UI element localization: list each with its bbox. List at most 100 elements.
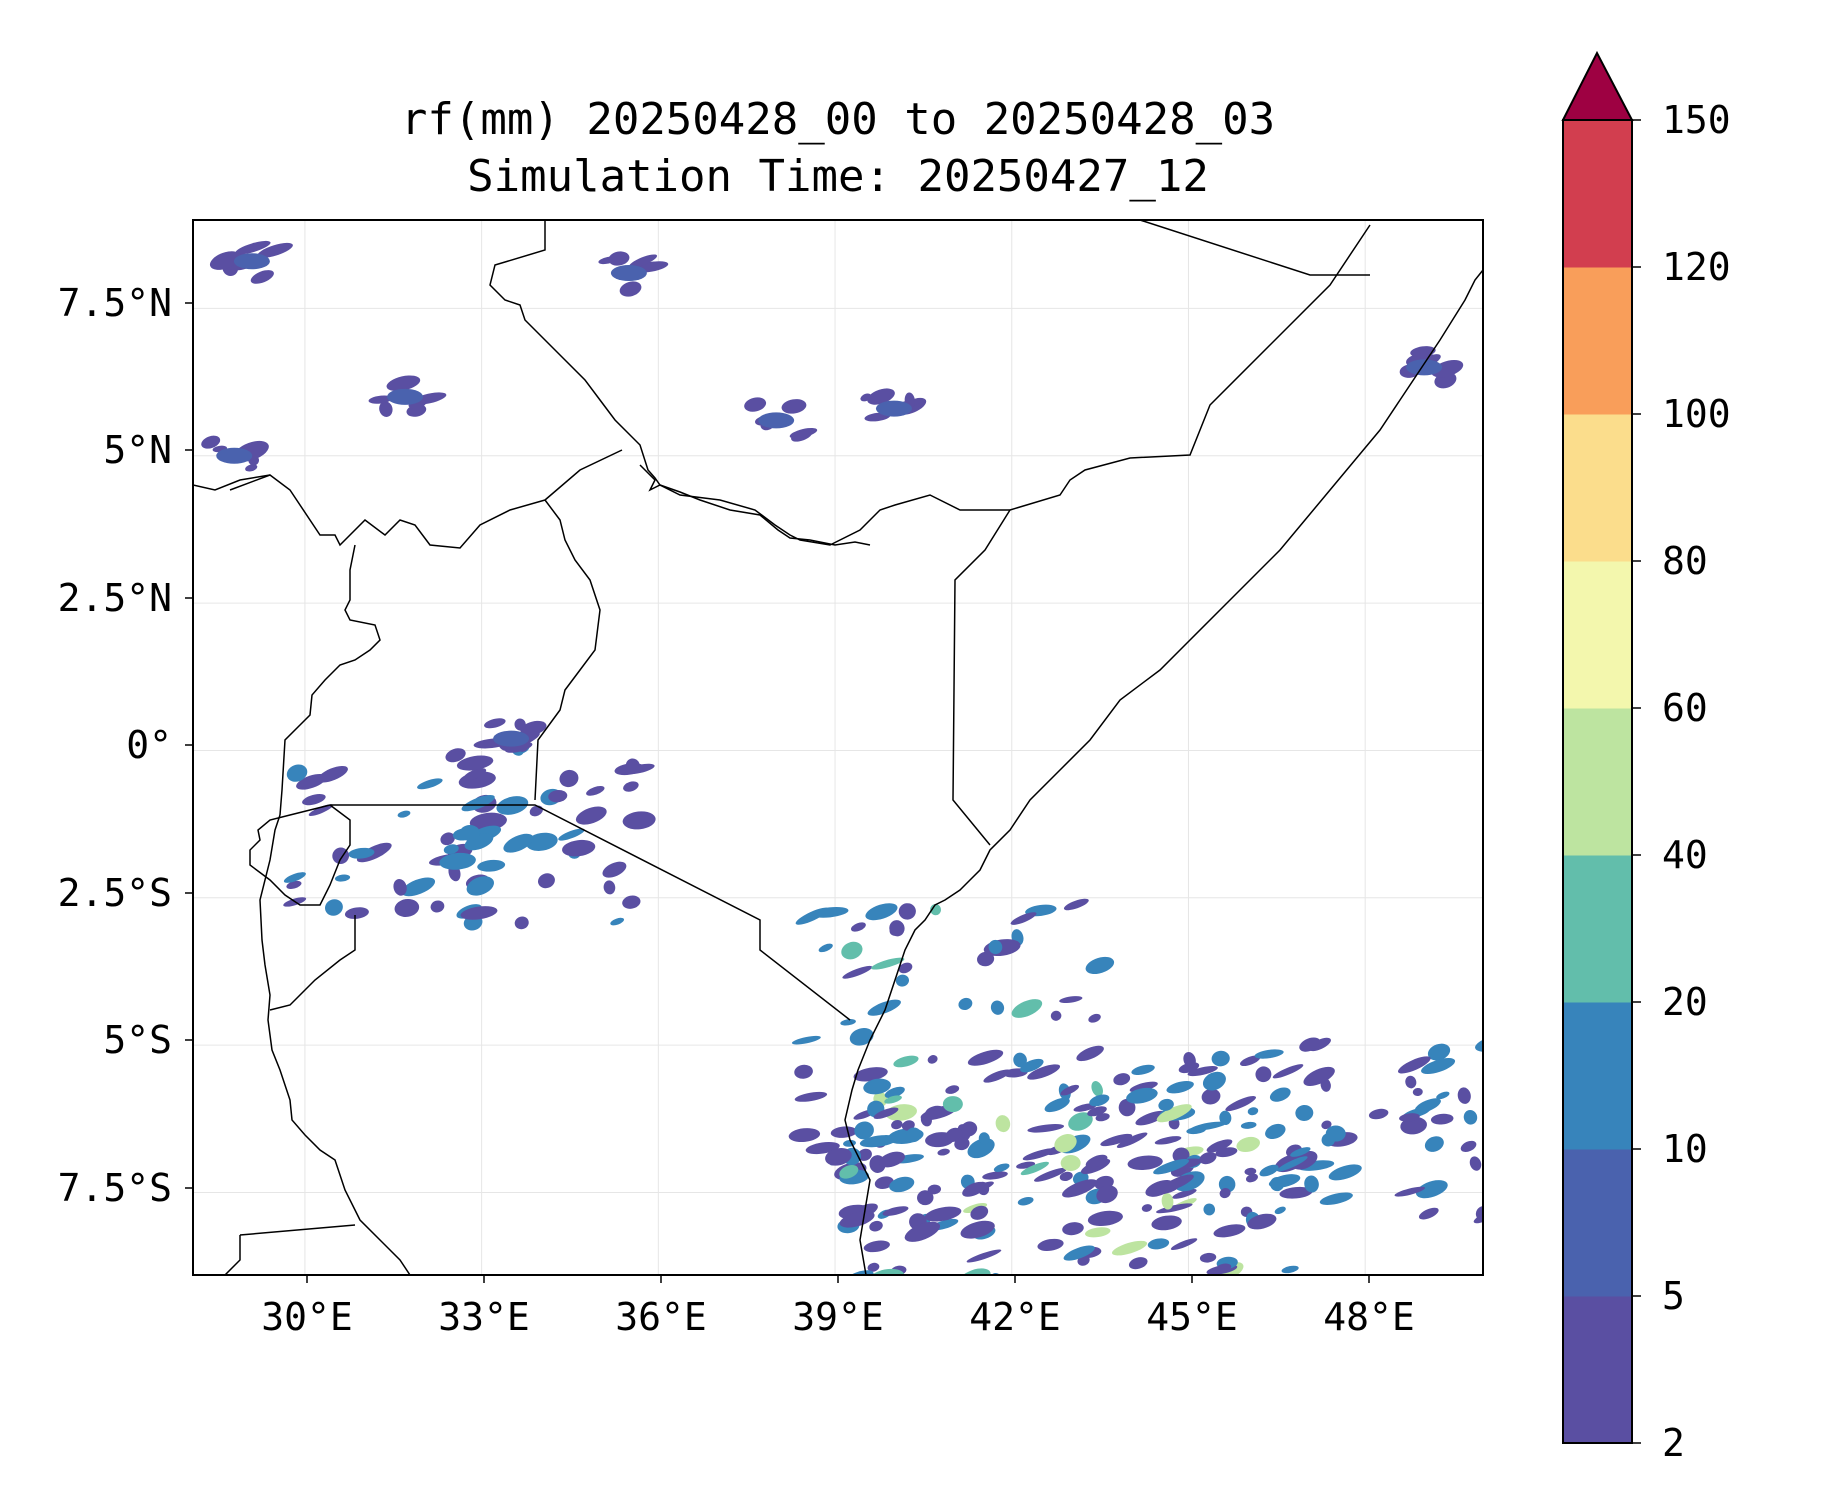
y-tick-label: 2.5°S (58, 871, 172, 915)
rain-cell (257, 242, 293, 258)
rain-cell (622, 811, 656, 830)
rain-cell (1368, 1108, 1389, 1120)
rain-cell (1418, 1207, 1439, 1220)
rain-cell (1135, 1110, 1167, 1126)
rain-cell (865, 903, 898, 921)
rain-peak-cell (610, 265, 647, 282)
rain-cell (1473, 1208, 1483, 1224)
rain-cell (1151, 1215, 1182, 1231)
rain-area (744, 397, 818, 442)
rain-cell (445, 748, 466, 763)
rain-cell (781, 399, 807, 414)
rain-cell (1303, 1066, 1335, 1087)
rain-cell (514, 718, 526, 731)
rain-cell (1113, 1073, 1131, 1086)
rain-area (201, 435, 269, 472)
rain-cell (898, 962, 913, 974)
rain-cell (1187, 1066, 1218, 1077)
rain-cell (608, 251, 630, 266)
rain-cell (983, 1069, 1011, 1083)
rain-cell (586, 785, 605, 796)
rain-cell (401, 877, 436, 897)
rain-cell (1272, 1064, 1304, 1079)
rain-cell (1076, 1045, 1104, 1062)
rain-cell (1469, 1156, 1482, 1171)
rain-cell (417, 778, 443, 790)
rain-cell (1436, 1091, 1450, 1100)
rain-area (1145, 1035, 1483, 1230)
rain-cell (466, 876, 494, 896)
rain-cell (286, 764, 308, 782)
rain-cell (548, 790, 568, 803)
rain-cell (1063, 1245, 1095, 1261)
border-drc-car (193, 474, 271, 491)
rain-cell (456, 755, 494, 771)
rain-cell (1295, 1104, 1314, 1121)
rain-cell (1211, 1050, 1230, 1067)
rain-cell (1128, 1257, 1148, 1270)
rain-cell (949, 1292, 963, 1307)
rain-cell (1269, 1087, 1291, 1102)
rain-cell (1247, 1107, 1259, 1116)
rain-cell (993, 1163, 1010, 1172)
rain-cell (1265, 1123, 1286, 1140)
rain-area (368, 375, 447, 417)
border-tanzania-rwanda (269, 915, 356, 1011)
rain-cell (619, 281, 642, 297)
rain-cell (1460, 1140, 1477, 1152)
border-kenya-ethiopia (639, 464, 871, 546)
rain-cell (873, 1107, 899, 1119)
rain-cell (1034, 1167, 1068, 1182)
rain-cell (1158, 1098, 1174, 1111)
y-tick-label: 2.5°N (58, 576, 172, 620)
rain-cell (1161, 1192, 1174, 1210)
rain-cell (898, 903, 916, 920)
rain-cell (1199, 1252, 1217, 1263)
rain-cell (1059, 996, 1083, 1004)
rain-cell (860, 393, 872, 402)
rain-cell (842, 965, 873, 979)
rain-cell (1073, 1103, 1097, 1112)
rain-cell (1259, 1164, 1279, 1177)
rain-cell (463, 768, 487, 781)
rain-cell (1201, 1088, 1221, 1105)
rain-peak-cell (1406, 359, 1443, 376)
colorbar-band (1563, 120, 1632, 268)
rain-cell (439, 852, 476, 870)
rain-cell (1027, 1064, 1061, 1080)
rain-cell (1219, 1110, 1232, 1125)
rain-cell (927, 1055, 938, 1064)
colorbar-band (1563, 1002, 1632, 1150)
rain-cell (958, 997, 973, 1011)
rain-cell (623, 781, 639, 792)
rain-area (484, 718, 547, 753)
rain-cell (1279, 1186, 1313, 1199)
x-tick-label: 48°E (1323, 1295, 1415, 1339)
rain-cell (379, 401, 393, 417)
rain-cell (830, 1126, 858, 1138)
rain-cell (1127, 1155, 1163, 1171)
rain-area (283, 735, 656, 931)
rain-cell (1463, 1109, 1478, 1125)
rain-cell (927, 1184, 942, 1195)
rain-cell (477, 859, 506, 872)
rain-cell (245, 464, 258, 472)
rain-cell (1240, 1121, 1257, 1129)
rain-cell (863, 1240, 890, 1253)
map-background (193, 220, 1483, 1275)
rain-cell (889, 1176, 915, 1193)
rain-cell (1022, 1148, 1056, 1161)
border-rwanda-burundi (249, 804, 351, 906)
rain-cell (283, 872, 306, 883)
rain-cell (1247, 1213, 1277, 1230)
rain-cell (302, 793, 326, 806)
rain-cell (368, 395, 393, 404)
rain-cell (1154, 1136, 1182, 1145)
rain-cell (209, 251, 241, 270)
rain-cell (250, 270, 274, 284)
rain-cell (1096, 1185, 1118, 1204)
rain-cell (871, 957, 905, 970)
rain-cell (1245, 1173, 1258, 1183)
rain-cell (1457, 1087, 1471, 1104)
border-uganda-drc (279, 544, 381, 816)
